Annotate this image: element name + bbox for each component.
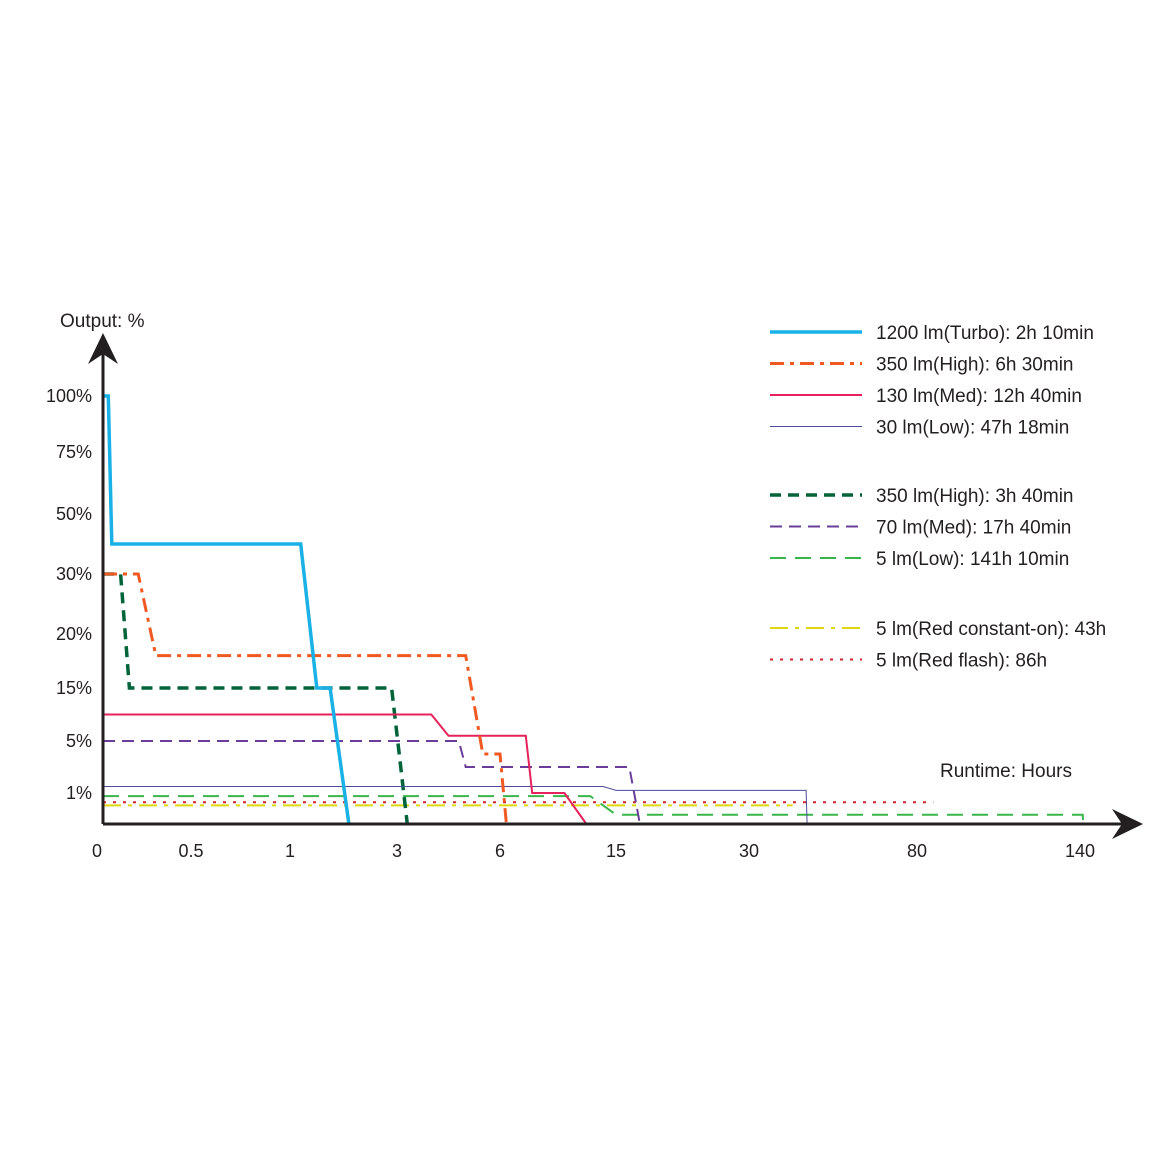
- legend: 1200 lm(Turbo): 2h 10min 350 lm(High): 6h…: [770, 323, 1106, 672]
- y-tick-label: 20%: [56, 624, 92, 644]
- legend-label: 130 lm(Med): 12h 40min: [876, 386, 1082, 407]
- x-tick-label: 1: [285, 841, 295, 861]
- legend-label: 350 lm(High): 3h 40min: [876, 486, 1073, 507]
- legend-label: 5 lm(Red flash): 86h: [876, 651, 1047, 672]
- series-group: [103, 394, 1085, 825]
- series-line-7: [103, 795, 1085, 825]
- legend-label: 350 lm(High): 6h 30min: [876, 355, 1073, 376]
- series-line-2: [103, 572, 508, 825]
- series-line-5: [103, 572, 410, 825]
- tick-labels: 0 0.5 1 3 6 15 30 80 140 100% 75% 50% 30% 20% 15% 5% 1%: [46, 386, 1095, 861]
- series-line-4: [103, 786, 808, 825]
- y-axis-title: Output: %: [60, 311, 145, 332]
- legend-label: 5 lm(Low): 141h 10min: [876, 549, 1069, 570]
- axes: Output: % Runtime: Hours: [60, 311, 1143, 839]
- x-tick-label: 140: [1065, 841, 1095, 861]
- legend-label: 1200 lm(Turbo): 2h 10min: [876, 323, 1094, 344]
- legend-label: 30 lm(Low): 47h 18min: [876, 418, 1069, 439]
- series-line-1: [103, 394, 351, 825]
- y-tick-label: 5%: [66, 731, 92, 751]
- x-tick-label: 15: [606, 841, 626, 861]
- y-axis-arrow: [88, 333, 118, 364]
- x-tick-label: 0: [92, 841, 102, 861]
- x-tick-label: 6: [495, 841, 505, 861]
- x-tick-label: 3: [392, 841, 402, 861]
- series-line-6: [103, 740, 641, 825]
- x-tick-label: 0.5: [178, 841, 203, 861]
- x-axis-arrow: [1112, 809, 1143, 839]
- y-tick-label: 75%: [56, 442, 92, 462]
- y-tick-label: 30%: [56, 564, 92, 584]
- series-line-3: [103, 713, 588, 825]
- legend-label: 5 lm(Red constant-on): 43h: [876, 619, 1106, 640]
- x-tick-label: 30: [739, 841, 759, 861]
- y-tick-label: 50%: [56, 504, 92, 524]
- y-tick-label: 100%: [46, 386, 92, 406]
- y-tick-label: 1%: [66, 783, 92, 803]
- x-tick-label: 80: [907, 841, 927, 861]
- y-tick-label: 15%: [56, 678, 92, 698]
- legend-label: 70 lm(Med): 17h 40min: [876, 518, 1071, 539]
- x-axis-title: Runtime: Hours: [940, 761, 1072, 782]
